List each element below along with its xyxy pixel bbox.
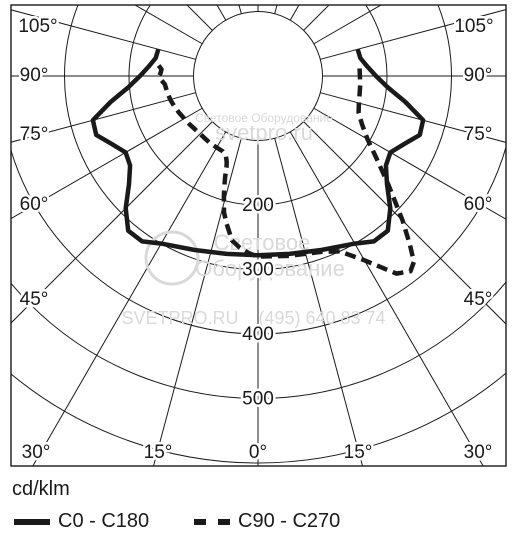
angle-tick-label: 90°	[20, 65, 49, 86]
legend-item-c90-c270: C90 - C270	[194, 510, 340, 533]
grid-spoke	[320, 9, 506, 60]
radial-tick-label: 200	[242, 195, 274, 216]
series-c0-c180	[90, 48, 426, 258]
angle-tick-label: 75°	[20, 124, 49, 145]
legend-swatch-dashed	[194, 518, 230, 525]
watermark-text: SVETPRO.RU	[121, 308, 238, 328]
angle-tick-label: 45°	[464, 289, 493, 310]
radial-tick-label: 300	[242, 260, 274, 281]
angle-tick-label: 105°	[18, 16, 57, 37]
polar-grid	[11, 5, 506, 466]
angle-tick-label: 0°	[249, 442, 267, 463]
angle-tick-label: 60°	[20, 194, 49, 215]
radial-tick-label: 400	[242, 324, 274, 345]
watermark-text: svetpro.ru	[215, 120, 313, 145]
watermark-text: (495) 640 83 74	[258, 308, 385, 328]
grid-spoke	[134, 5, 203, 45]
watermark-text: Оборудование	[195, 256, 345, 281]
legend-label-c0-c180: C0 - C180	[58, 510, 150, 532]
angle-tick-label: 15°	[144, 442, 173, 463]
grid-spoke	[152, 138, 242, 466]
angle-tick-label: 75°	[464, 124, 493, 145]
legend-swatch-solid	[14, 518, 50, 525]
grid-spoke	[11, 107, 203, 220]
grid-spoke	[303, 121, 506, 325]
grid-spoke	[313, 5, 382, 45]
angle-tick-label: 15°	[344, 442, 373, 463]
angle-tick-label: 105°	[454, 16, 493, 37]
grid-spoke	[274, 138, 364, 466]
legend-label-c90-c270: C90 - C270	[238, 510, 341, 532]
grid-spoke	[11, 9, 196, 60]
grid-spoke	[289, 131, 484, 466]
angle-tick-label: 60°	[464, 194, 493, 215]
grid-spoke	[11, 92, 196, 143]
intensity-curves	[90, 48, 426, 276]
angle-tick-label: 90°	[464, 65, 493, 86]
axis-labels: 200 300 400 500 0° 15° 15° 30° 30° 45° 45° 60° 60° 75…	[16, 14, 496, 466]
watermark-logo	[144, 230, 200, 286]
unit-label: cd/klm	[12, 478, 70, 500]
series-c90-c270	[156, 64, 417, 276]
grid-spoke	[313, 107, 506, 220]
radial-tick-label: 500	[242, 389, 274, 410]
legend: cd/klm C0 - C180 C90 - C270	[12, 478, 512, 548]
angle-tick-label: 30°	[22, 442, 51, 463]
grid-spoke	[11, 121, 213, 324]
grid-spoke	[320, 92, 506, 143]
grid-spoke	[32, 131, 227, 466]
angle-tick-label: 30°	[464, 442, 493, 463]
legend-item-c0-c180: C0 - C180	[14, 510, 149, 533]
angle-tick-label: 45°	[20, 289, 49, 310]
polar-chart: Световое Оборудованиеsvetpro.ruСветовоеО…	[10, 4, 507, 467]
watermark-text: Световое Оборудование	[195, 111, 333, 125]
